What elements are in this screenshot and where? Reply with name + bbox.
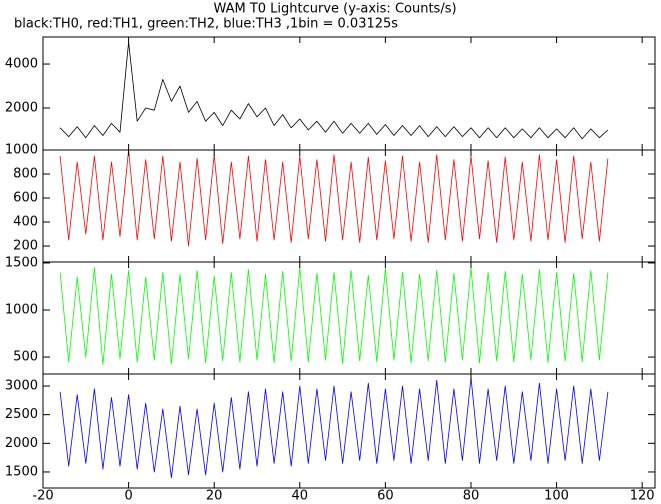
y-tick-label: 800 xyxy=(13,167,38,182)
x-tick-label: -20 xyxy=(32,489,53,504)
y-tick-label: 200 xyxy=(13,239,38,254)
light-curve xyxy=(59,149,609,247)
y-tick-label: 4000 xyxy=(5,57,38,72)
x-tick-label: 40 xyxy=(292,489,309,504)
x-tick-label: 60 xyxy=(377,489,394,504)
y-tick-label: 1000 xyxy=(5,303,38,318)
panel-frame xyxy=(42,149,656,263)
y-tick-label: 400 xyxy=(13,215,38,230)
x-tick-label: 120 xyxy=(630,489,655,504)
y-tick-label: 1500 xyxy=(5,255,38,270)
panel-frame xyxy=(42,373,656,489)
light-curve xyxy=(59,41,609,140)
x-tick-label: 100 xyxy=(544,489,569,504)
y-tick-label: 500 xyxy=(13,350,38,365)
panel-frame xyxy=(42,36,656,151)
y-tick-label: 600 xyxy=(13,191,38,206)
y-tick-label: 2000 xyxy=(5,101,38,116)
y-tick-label: 1000 xyxy=(5,143,38,158)
chart-subtitle: black:TH0, red:TH1, green:TH2, blue:TH3 … xyxy=(14,17,398,32)
x-tick-label: 80 xyxy=(463,489,480,504)
light-curve xyxy=(59,377,609,479)
y-tick-label: 2500 xyxy=(5,407,38,422)
panel-frame xyxy=(42,261,656,375)
y-tick-label: 1500 xyxy=(5,464,38,479)
y-tick-label: 3000 xyxy=(5,379,38,394)
chart-title: WAM T0 Lightcurve (y-axis: Counts/s) xyxy=(213,2,456,17)
x-tick-label: 20 xyxy=(206,489,223,504)
x-tick-label: 0 xyxy=(124,489,132,504)
light-curve xyxy=(59,267,609,365)
y-tick-label: 2000 xyxy=(5,436,38,451)
